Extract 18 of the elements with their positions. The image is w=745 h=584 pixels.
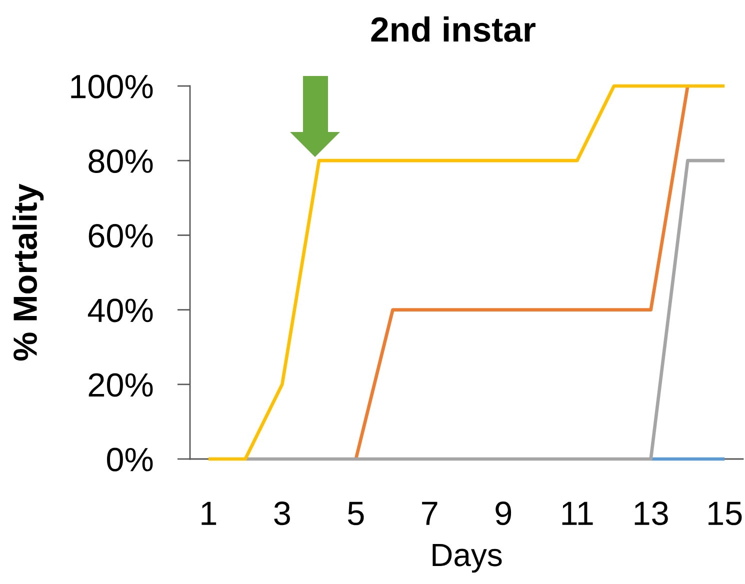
y-tick-label: 40% [88, 298, 153, 322]
x-axis-title: Days [432, 544, 502, 573]
x-tick-label: 1 [202, 502, 216, 525]
y-tick-label: 80% [88, 149, 153, 174]
y-tick-label: 0% [107, 448, 153, 472]
x-tick-label: 15 [708, 502, 742, 526]
x-tick-label: 5 [348, 502, 364, 526]
x-tick-label: 11 [562, 502, 593, 525]
y-tick-label: 20% [88, 373, 153, 397]
line-series [206, 84, 726, 461]
y-tick-label: 60% [88, 224, 153, 248]
x-tick-label: 3 [274, 502, 290, 526]
x-tick-label: 9 [496, 502, 512, 526]
y-tick-label: 100% [71, 74, 153, 98]
chart-title: 2nd instar [371, 16, 536, 42]
x-tick-label: 7 [422, 502, 438, 525]
x-tick-label: 13 [634, 502, 668, 526]
y-axis-title: % Mortality [12, 184, 44, 361]
